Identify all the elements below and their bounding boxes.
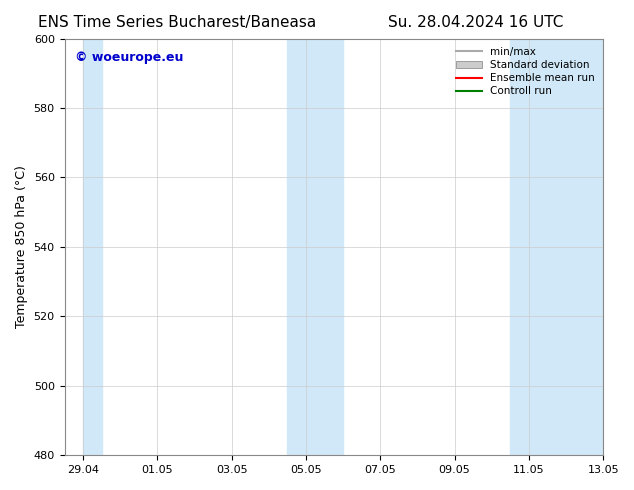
Text: © woeurope.eu: © woeurope.eu [75, 51, 184, 64]
Text: ENS Time Series Bucharest/Baneasa: ENS Time Series Bucharest/Baneasa [39, 15, 316, 30]
Bar [287, 39, 343, 455]
Text: Su. 28.04.2024 16 UTC: Su. 28.04.2024 16 UTC [388, 15, 563, 30]
Y-axis label: Temperature 850 hPa (°C): Temperature 850 hPa (°C) [15, 166, 28, 328]
Legend: min/max, Standard deviation, Ensemble mean run, Controll run: min/max, Standard deviation, Ensemble me… [453, 44, 598, 99]
Bar [510, 39, 603, 455]
Bar [83, 39, 101, 455]
